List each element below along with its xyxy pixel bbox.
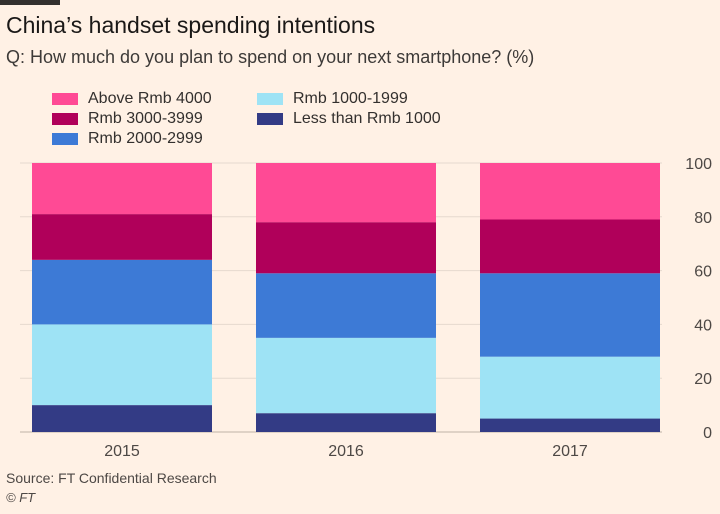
chart-title: China’s handset spending intentions bbox=[6, 12, 376, 38]
bar-2016-series-1 bbox=[256, 337, 436, 414]
legend-swatch bbox=[52, 133, 78, 145]
bar-2015-series-4 bbox=[32, 163, 212, 215]
bar-2017-series-1 bbox=[480, 356, 660, 419]
bar-2015-series-0 bbox=[32, 405, 212, 432]
legend-label: Rmb 1000-1999 bbox=[293, 90, 408, 107]
legend-item: Rmb 3000-3999 bbox=[52, 110, 203, 128]
bar-2016-series-4 bbox=[256, 163, 436, 223]
y-tick-label: 20 bbox=[694, 371, 712, 388]
legend-label: Rmb 2000-2999 bbox=[88, 130, 203, 147]
y-tick-label: 60 bbox=[694, 264, 712, 281]
legend-label: Less than Rmb 1000 bbox=[293, 110, 441, 127]
bar-2017-series-4 bbox=[480, 163, 660, 220]
legend-item: Rmb 1000-1999 bbox=[257, 90, 408, 108]
legend-label: Above Rmb 4000 bbox=[88, 90, 212, 107]
y-tick-label: 80 bbox=[694, 210, 712, 227]
bar-2016-series-0 bbox=[256, 413, 436, 432]
x-tick-label: 2015 bbox=[104, 443, 140, 460]
legend: Above Rmb 4000 Rmb 3000-3999 Rmb 2000-2999… bbox=[52, 90, 492, 150]
bars bbox=[32, 163, 660, 432]
y-tick-label: 100 bbox=[685, 156, 712, 173]
legend-swatch bbox=[52, 93, 78, 105]
x-tick-label: 2016 bbox=[328, 443, 364, 460]
legend-label: Rmb 3000-3999 bbox=[88, 110, 203, 127]
legend-item: Less than Rmb 1000 bbox=[257, 110, 441, 128]
bar-2015-series-3 bbox=[32, 214, 212, 260]
chart-subtitle: Q: How much do you plan to spend on your… bbox=[6, 47, 535, 67]
legend-swatch bbox=[52, 113, 78, 125]
source-note: Source: FT Confidential Research bbox=[6, 470, 217, 486]
legend-item: Rmb 2000-2999 bbox=[52, 130, 203, 148]
y-tick-label: 40 bbox=[694, 317, 712, 334]
x-axis-ticks: 2015 2016 2017 bbox=[104, 443, 588, 460]
legend-item: Above Rmb 4000 bbox=[52, 90, 212, 108]
brand-bar bbox=[0, 0, 60, 5]
bar-2017-series-2 bbox=[480, 273, 660, 357]
bar-2015-series-1 bbox=[32, 324, 212, 406]
bar-2017-series-3 bbox=[480, 219, 660, 274]
bar-2017-series-0 bbox=[480, 418, 660, 432]
y-axis-ticks: 0 20 40 60 80 100 bbox=[685, 156, 712, 442]
legend-swatch bbox=[257, 93, 283, 105]
copyright: © FT bbox=[6, 490, 36, 505]
bar-2015-series-2 bbox=[32, 259, 212, 325]
x-tick-label: 2017 bbox=[552, 443, 588, 460]
bar-2016-series-3 bbox=[256, 222, 436, 274]
legend-swatch bbox=[257, 113, 283, 125]
y-tick-label: 0 bbox=[703, 425, 712, 442]
bar-2016-series-2 bbox=[256, 273, 436, 338]
